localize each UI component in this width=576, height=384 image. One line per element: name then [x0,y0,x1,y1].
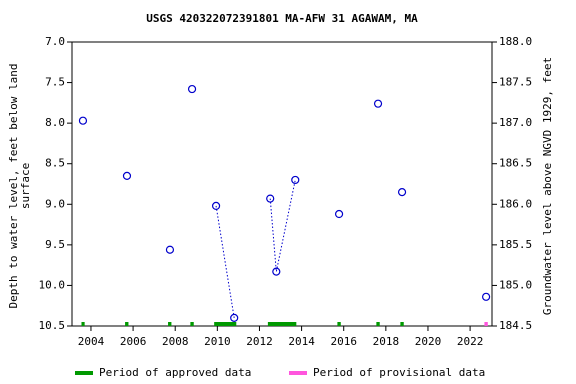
x-tick-label: 2018 [373,335,400,348]
period-bar [484,322,488,326]
data-point [187,84,197,94]
data-line [269,179,296,272]
y2-tick-label: 184.5 [499,319,532,332]
y2-tick-label: 186.5 [499,157,532,170]
y2-tick-label: 185.0 [499,278,532,291]
x-tick-label: 2020 [415,335,442,348]
y-axis-label: surface [19,163,32,209]
y-tick-label: 7.5 [45,76,65,89]
plot-frame [71,41,493,327]
x-tick-label: 2022 [457,335,484,348]
y-axis-label: Depth to water level, feet below land [7,63,20,308]
y-tick-label: 8.0 [45,116,65,129]
y2-tick-label: 188.0 [499,35,532,48]
y2-tick-label: 187.0 [499,116,532,129]
y2-axis-label: Groundwater level above NGVD 1929, feet [541,57,554,315]
period-bar [400,322,404,326]
y2-tick-label: 187.5 [499,76,532,89]
data-point [291,175,300,185]
y2-tick-label: 186.0 [499,197,532,210]
data-point [122,171,132,180]
legend-label: Period of provisional data [313,366,485,379]
x-tick-label: 2006 [120,335,147,348]
y2-tick-label: 185.5 [499,238,532,251]
data-point [482,292,491,301]
x-tick-label: 2012 [246,335,273,348]
period-bar [214,322,237,326]
x-tick-label: 2014 [288,335,315,348]
legend-label: Period of approved data [99,366,251,379]
data-point [165,245,175,254]
y-tick-label: 7.0 [45,35,65,48]
data-line [215,205,235,318]
period-bar [267,322,297,326]
y-tick-label: 8.5 [45,157,65,170]
period-bar [168,322,172,326]
data-point [373,99,383,108]
period-bar [190,322,194,326]
period-bar [337,322,341,326]
data-point [272,267,281,276]
data-point [266,194,275,203]
data-point [334,209,344,219]
data-point [211,201,221,211]
y-tick-label: 9.5 [45,238,65,251]
period-bar [81,322,85,326]
data-point [230,313,239,322]
data-point [397,188,407,197]
y-tick-label: 9.0 [45,197,65,210]
x-tick-label: 2004 [78,335,105,348]
x-tick-label: 2016 [330,335,357,348]
y-tick-label: 10.5 [39,319,66,332]
x-tick-label: 2008 [162,335,189,348]
chart-title: USGS 420322072391801 MA-AFW 31 AGAWAM, M… [146,12,418,25]
period-bar [125,322,129,326]
y-tick-label: 10.0 [39,278,66,291]
period-bar [376,322,380,326]
x-tick-label: 2010 [204,335,231,348]
data-point [78,116,88,125]
